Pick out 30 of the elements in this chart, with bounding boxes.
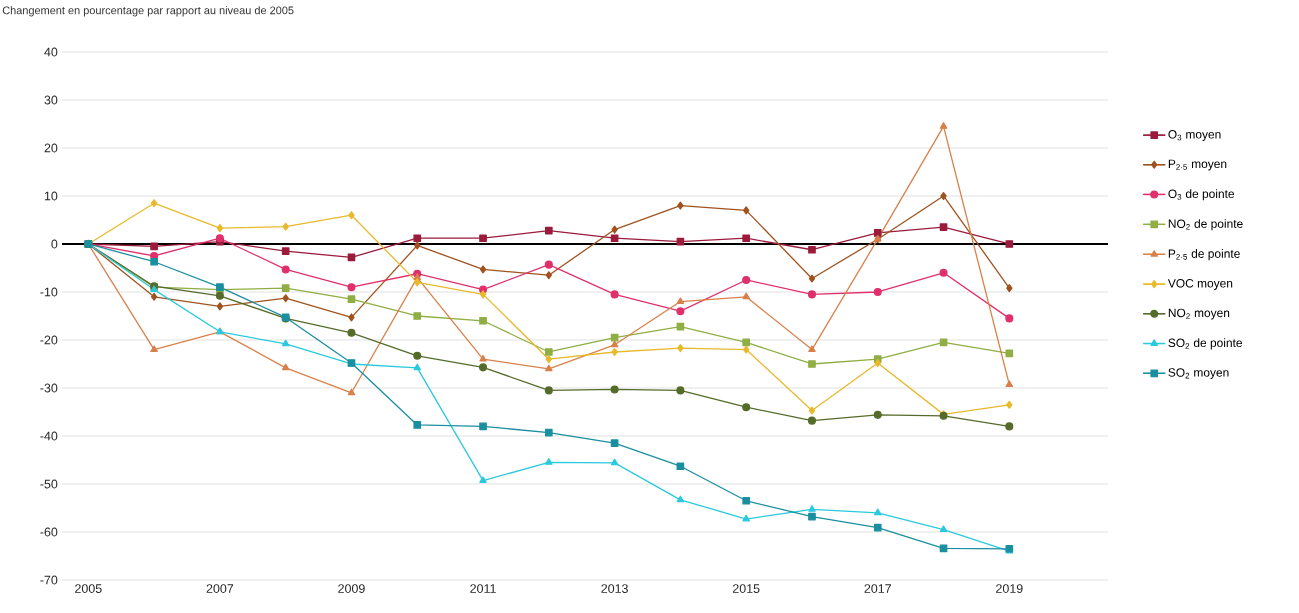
x-tick-label: 2019 <box>996 584 1023 593</box>
x-tick-label: 2015 <box>732 584 760 593</box>
x-tick-label: 2013 <box>601 584 628 593</box>
y-tick-label: -70 <box>40 575 58 585</box>
legend-label: SO$_{2}$ de pointe <box>1168 338 1243 350</box>
y-tick-label: -50 <box>40 479 58 489</box>
y-tick-label: -40 <box>40 431 58 441</box>
y-tick-label: -30 <box>40 383 58 393</box>
legend-label: NO$_{2}$ de pointe <box>1168 219 1243 231</box>
x-tick-label: 2011 <box>470 584 496 593</box>
y-tick-label: 30 <box>44 95 58 105</box>
y-tick-label: 10 <box>44 191 58 201</box>
y-tick-label: 40 <box>44 47 58 57</box>
y-tick-label: -20 <box>40 335 58 345</box>
legend-label: SO$_{2}$ moyen <box>1168 368 1229 380</box>
legend-label: P$_{2·5}$ de pointe <box>1168 249 1240 261</box>
legend-label: O$_{3}$ moyen <box>1168 130 1221 141</box>
legend-label: P$_{2·5}$ moyen <box>1168 159 1227 171</box>
x-tick-label: 2007 <box>206 584 234 593</box>
chart-title: Changement en pourcentage par rapport au niveau de 2005 <box>2 6 294 17</box>
legend-label: O$_{3}$ de pointe <box>1168 189 1235 201</box>
y-tick-label: 0 <box>51 239 58 249</box>
x-tick-label: 2005 <box>75 584 102 593</box>
legend-label: NO$_{2}$ moyen <box>1168 308 1230 320</box>
x-tick-label: 2009 <box>338 584 365 593</box>
y-tick-label: -10 <box>40 287 58 297</box>
legend-label: VOC moyen <box>1167 279 1233 290</box>
x-tick-label: 2017 <box>864 584 891 593</box>
y-tick-label: -60 <box>40 527 58 537</box>
y-tick-label: 20 <box>44 143 58 153</box>
